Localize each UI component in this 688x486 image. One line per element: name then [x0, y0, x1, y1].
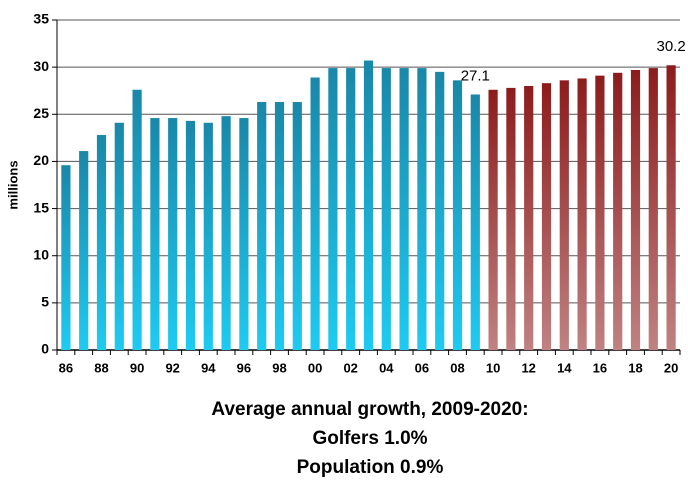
x-tick-label: 00 — [308, 360, 322, 375]
y-tick-label: 15 — [33, 199, 49, 215]
bar — [346, 68, 356, 350]
bar — [470, 94, 480, 350]
x-tick-label: 02 — [343, 360, 357, 375]
annotation: Average annual growth, 2009-2020: — [211, 399, 528, 420]
bar — [524, 86, 534, 350]
bar — [132, 89, 142, 351]
bar — [274, 102, 285, 351]
x-tick-label: 92 — [165, 360, 179, 375]
bar — [417, 68, 427, 350]
bar — [257, 102, 267, 351]
bar — [630, 69, 641, 350]
y-tick-label: 25 — [33, 105, 49, 121]
y-axis-label: millions — [5, 160, 20, 209]
x-tick-label: 18 — [628, 360, 642, 375]
x-tick-label: 98 — [272, 360, 286, 375]
annotation: Golfers 1.0% — [312, 428, 427, 449]
bar — [577, 78, 587, 350]
value-label: 27.1 — [461, 67, 490, 84]
x-tick-label: 06 — [415, 360, 429, 375]
bar — [541, 83, 552, 351]
bar — [488, 89, 498, 351]
y-tick-label: 10 — [33, 246, 49, 262]
x-tick-label: 94 — [201, 360, 216, 375]
bar — [559, 80, 569, 350]
bar — [150, 118, 160, 350]
y-tick-label: 0 — [41, 341, 49, 357]
x-tick-label: 86 — [59, 360, 73, 375]
bar — [61, 165, 71, 350]
x-tick-label: 10 — [486, 360, 500, 375]
bar — [648, 68, 658, 350]
bar — [203, 122, 213, 351]
bar — [79, 151, 89, 350]
x-tick-label: 88 — [94, 360, 108, 375]
x-tick-label: 12 — [521, 360, 535, 375]
y-tick-label: 35 — [33, 11, 49, 27]
bar — [595, 75, 605, 350]
bar — [292, 102, 302, 351]
bar — [114, 122, 124, 351]
bar — [310, 77, 320, 350]
x-tick-label: 04 — [379, 360, 394, 375]
y-tick-label: 20 — [33, 152, 49, 168]
bar — [399, 68, 409, 350]
bar — [328, 68, 338, 350]
bar — [381, 68, 391, 350]
bar — [452, 80, 463, 350]
bar — [239, 118, 249, 350]
annotation: Population 0.9% — [297, 457, 444, 478]
y-tick-label: 5 — [41, 294, 49, 310]
x-tick-label: 14 — [557, 360, 572, 375]
bar — [613, 72, 623, 351]
x-tick-label: 90 — [130, 360, 144, 375]
y-tick-label: 30 — [33, 58, 49, 74]
x-tick-label: 20 — [664, 360, 678, 375]
x-tick-label: 08 — [450, 360, 464, 375]
bar — [168, 118, 178, 350]
bar — [221, 116, 231, 351]
bar — [185, 120, 196, 350]
value-label: 30.2 — [656, 38, 685, 55]
bar — [666, 65, 676, 350]
bar — [506, 87, 516, 350]
bar — [96, 135, 107, 350]
bar — [435, 71, 445, 350]
x-tick-label: 16 — [593, 360, 607, 375]
bar — [363, 60, 374, 351]
x-tick-label: 96 — [237, 360, 251, 375]
